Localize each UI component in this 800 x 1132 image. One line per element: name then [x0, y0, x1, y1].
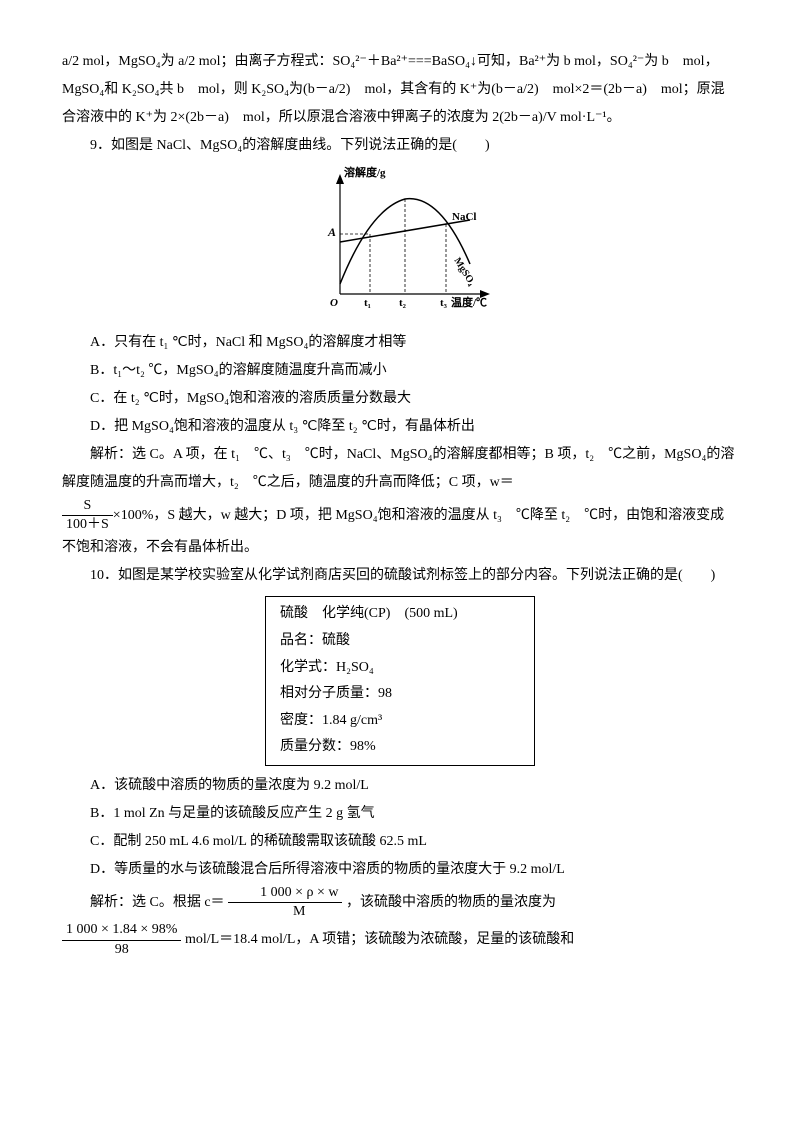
chart-point-a: A [327, 225, 336, 239]
chart-mgso4-label: MgSO₄ [451, 256, 477, 288]
q10-explanation: 解析：选 C。根据 c＝ 1 000 × ρ × w M ，该硫酸中溶质的物质的… [62, 884, 738, 921]
fraction-conc-value: 1 000 × 1.84 × 98% 98 [62, 921, 181, 958]
fraction-s: S 100＋S [62, 497, 113, 534]
frac2-den: M [228, 903, 342, 921]
chart-nacl-label: NaCl [452, 211, 476, 223]
q10-option-a: A．该硫酸中溶质的物质的量浓度为 9.2 mol/L [62, 772, 738, 800]
q10-exp-mid: ，该硫酸中溶质的物质的量浓度为 [346, 895, 556, 910]
q10-explanation-cont: 1 000 × 1.84 × 98% 98 mol/L＝18.4 mol/L，A… [62, 921, 738, 958]
q10-option-d: D．等质量的水与该硫酸混合后所得溶液中溶质的物质的量浓度大于 9.2 mol/L [62, 856, 738, 884]
q10-exp-pre: 解析：选 C。根据 c＝ [90, 895, 225, 910]
q10-option-c: C．配制 250 mL 4.6 mol/L 的稀硫酸需取该硫酸 62.5 mL [62, 828, 738, 856]
chart-svg: 溶解度/g A NaCl MgSO₄ O t₁ t₂ t₃ 温度/℃ [300, 164, 500, 314]
question-9: 9．如图是 NaCl、MgSO₄的溶解度曲线。下列说法正确的是( ) [62, 132, 738, 160]
frac3-num: 1 000 × 1.84 × 98% [62, 921, 181, 940]
label-line-3: 化学式：H₂SO₄ [280, 655, 520, 682]
q9-option-d: D．把 MgSO₄饱和溶液的温度从 t₃ ℃降至 t₂ ℃时，有晶体析出 [62, 413, 738, 441]
q9-option-c: C．在 t₂ ℃时，MgSO₄饱和溶液的溶质质量分数最大 [62, 385, 738, 413]
label-line-4: 相对分子质量：98 [280, 681, 520, 708]
label-line-1: 硫酸 化学纯(CP) (500 mL) [280, 601, 520, 628]
chart-xlabel: 温度/℃ [451, 295, 487, 309]
q10-option-b: B．1 mol Zn 与足量的该硫酸反应产生 2 g 氢气 [62, 800, 738, 828]
label-line-6: 质量分数：98% [280, 734, 520, 761]
frac1-num: S [62, 497, 113, 516]
fraction-conc-formula: 1 000 × ρ × w M [228, 884, 342, 921]
q10-exp-end: mol/L＝18.4 mol/L，A 项错；该硫酸为浓硫酸，足量的该硫酸和 [185, 932, 574, 947]
label-line-5: 密度：1.84 g/cm³ [280, 708, 520, 735]
chart-ylabel: 溶解度/g [344, 165, 386, 179]
chart-t1: t₁ [364, 297, 371, 309]
q9-explanation-1: 解析：选 C。A 项，在 t₁ ℃、t₃ ℃时，NaCl、MgSO₄的溶解度都相… [62, 441, 738, 497]
frac3-den: 98 [62, 941, 181, 959]
question-10: 10．如图是某学校实验室从化学试剂商店买回的硫酸试剂标签上的部分内容。下列说法正… [62, 562, 738, 590]
q9-option-a: A．只有在 t₁ ℃时，NaCl 和 MgSO₄的溶解度才相等 [62, 329, 738, 357]
q9-explanation-2: S 100＋S ×100%，S 越大，w 越大；D 项，把 MgSO₄饱和溶液的… [62, 497, 738, 562]
chart-t2: t₂ [399, 297, 407, 309]
frac1-den: 100＋S [62, 516, 113, 534]
frac2-num: 1 000 × ρ × w [228, 884, 342, 903]
reagent-label-box: 硫酸 化学纯(CP) (500 mL) 品名：硫酸 化学式：H₂SO₄ 相对分子… [265, 596, 535, 766]
label-line-2: 品名：硫酸 [280, 628, 520, 655]
q9-option-b: B．t₁～t₂ ℃，MgSO₄的溶解度随温度升高而减小 [62, 357, 738, 385]
chart-t3: t₃ [440, 297, 448, 309]
solubility-chart: 溶解度/g A NaCl MgSO₄ O t₁ t₂ t₃ 温度/℃ [62, 164, 738, 325]
prev-solution-text: a/2 mol，MgSO₄为 a/2 mol；由离子方程式：SO₄²⁻＋Ba²⁺… [62, 48, 738, 132]
chart-origin: O [330, 297, 338, 309]
q9-explanation-2-text: ×100%，S 越大，w 越大；D 项，把 MgSO₄饱和溶液的温度从 t₃ ℃… [62, 508, 724, 555]
